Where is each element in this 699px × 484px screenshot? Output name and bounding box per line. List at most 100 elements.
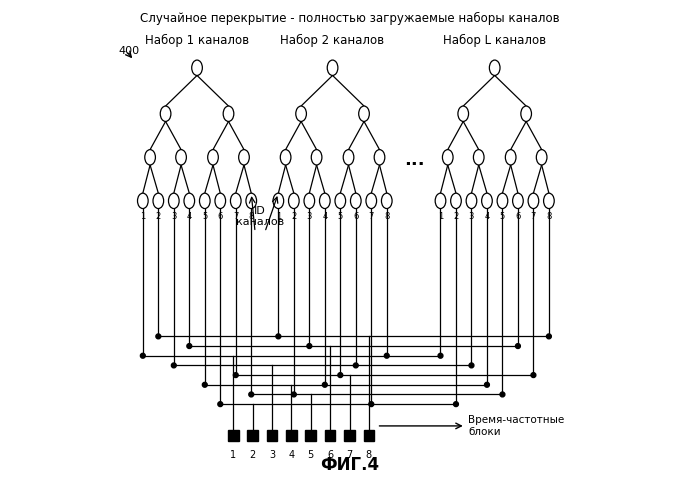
Text: 1: 1 [275,212,281,221]
Ellipse shape [451,193,461,209]
Ellipse shape [192,60,203,76]
Ellipse shape [175,150,187,165]
Circle shape [156,334,161,339]
Circle shape [218,402,223,407]
Text: 5: 5 [338,212,343,221]
Ellipse shape [335,193,345,209]
Text: 6: 6 [353,212,359,221]
Ellipse shape [289,193,299,209]
Ellipse shape [350,193,361,209]
Text: 8: 8 [546,212,552,221]
Bar [247,430,258,441]
Ellipse shape [544,193,554,209]
Bar [267,430,278,441]
Ellipse shape [366,193,377,209]
Circle shape [233,373,238,378]
Ellipse shape [273,193,284,209]
Ellipse shape [505,150,516,165]
Circle shape [384,353,389,358]
Ellipse shape [199,193,210,209]
Ellipse shape [145,150,155,165]
Text: 5: 5 [500,212,505,221]
Ellipse shape [528,193,539,209]
Bar [305,430,316,441]
Bar [228,430,238,441]
Circle shape [547,334,552,339]
Ellipse shape [343,150,354,165]
Text: 7: 7 [368,212,374,221]
Ellipse shape [374,150,385,165]
Ellipse shape [246,193,257,209]
Text: 6: 6 [515,212,521,221]
Text: 8: 8 [249,212,254,221]
Circle shape [454,402,459,407]
Text: 4: 4 [484,212,489,221]
Ellipse shape [473,150,484,165]
Ellipse shape [442,150,453,165]
Ellipse shape [231,193,241,209]
Text: 2: 2 [454,212,459,221]
Circle shape [354,363,358,368]
Circle shape [187,344,192,348]
Ellipse shape [319,193,330,209]
Text: 7: 7 [347,450,352,460]
Text: 6: 6 [217,212,223,221]
Ellipse shape [458,106,468,121]
Circle shape [322,382,327,387]
Ellipse shape [359,106,369,121]
Text: Время-частотные
блоки: Время-частотные блоки [468,415,564,437]
Ellipse shape [138,193,148,209]
Text: 1: 1 [438,212,443,221]
Ellipse shape [304,193,315,209]
Text: 4: 4 [322,212,327,221]
Text: 1: 1 [230,450,236,460]
Text: 4: 4 [289,450,294,460]
Bar [286,430,297,441]
Circle shape [531,373,536,378]
Text: 7: 7 [531,212,536,221]
Bar [325,430,336,441]
Ellipse shape [497,193,507,209]
Circle shape [203,382,207,387]
Text: Набор L каналов: Набор L каналов [443,34,546,47]
Ellipse shape [489,60,500,76]
Bar [344,430,355,441]
Ellipse shape [280,150,291,165]
Text: ...: ... [405,151,425,169]
Ellipse shape [184,193,194,209]
Text: ID
каналов: ID каналов [236,206,284,227]
Ellipse shape [223,106,234,121]
Circle shape [338,373,343,378]
Circle shape [369,402,374,407]
Circle shape [307,344,312,348]
Circle shape [171,363,176,368]
Text: 8: 8 [384,212,389,221]
Text: 2: 2 [291,212,296,221]
Text: 5: 5 [308,450,314,460]
Ellipse shape [208,150,218,165]
Ellipse shape [215,193,226,209]
Ellipse shape [482,193,492,209]
Text: ФИГ.4: ФИГ.4 [320,456,379,474]
Ellipse shape [168,193,179,209]
Text: 2: 2 [250,450,256,460]
Text: 6: 6 [327,450,333,460]
Circle shape [291,392,296,397]
Circle shape [249,392,254,397]
Text: Случайное перекрытие - полностью загружаемые наборы каналов: Случайное перекрытие - полностью загружа… [140,12,559,25]
Circle shape [515,344,520,348]
Text: 3: 3 [307,212,312,221]
Bar [363,430,374,441]
Text: 8: 8 [366,450,372,460]
Ellipse shape [536,150,547,165]
Circle shape [140,353,145,358]
Text: 4: 4 [187,212,192,221]
Ellipse shape [327,60,338,76]
Text: 5: 5 [202,212,208,221]
Ellipse shape [382,193,392,209]
Text: 2: 2 [156,212,161,221]
Circle shape [438,353,443,358]
Text: 3: 3 [269,450,275,460]
Ellipse shape [296,106,306,121]
Text: 3: 3 [171,212,176,221]
